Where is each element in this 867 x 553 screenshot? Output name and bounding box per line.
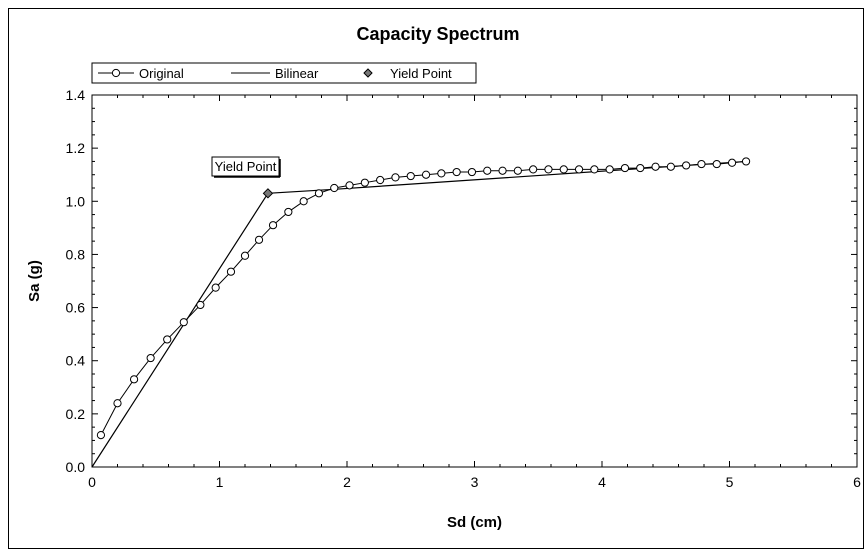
y-tick-label: 1.4 xyxy=(66,87,86,103)
legend-original-marker xyxy=(111,68,121,78)
original-point xyxy=(146,353,155,363)
original-point xyxy=(376,175,385,185)
bilinear-line xyxy=(91,160,747,468)
legend-original-label: Original xyxy=(139,66,184,81)
original-point xyxy=(179,318,188,327)
original-point xyxy=(574,165,584,174)
original-point xyxy=(636,163,645,173)
y-tick-label: 0.6 xyxy=(66,300,86,316)
original-point xyxy=(666,162,675,171)
original-point xyxy=(682,161,691,170)
y-tick-label: 0.4 xyxy=(66,353,86,369)
original-line xyxy=(100,160,747,436)
original-point xyxy=(605,165,614,174)
original-point xyxy=(406,171,415,181)
original-point xyxy=(129,375,139,384)
original-point xyxy=(314,189,324,198)
original-point xyxy=(254,235,264,244)
capacity-spectrum-chart: Capacity Spectrum 0 1 2 3 4 5 6 0.0 0.2 0.4 0.6 0.8 1… xyxy=(26,24,861,531)
x-axis-label: Sd (cm) xyxy=(447,514,502,531)
original-point xyxy=(211,283,220,292)
original-point xyxy=(360,178,369,187)
x-tick-label: 2 xyxy=(343,474,351,490)
yield-point-marker xyxy=(262,188,274,199)
legend-bilinear-label: Bilinear xyxy=(275,66,319,81)
chart-frame: Capacity Spectrum 0 1 2 3 4 5 6 0.0 0.2 0.4 0.6 0.8 1… xyxy=(8,8,864,549)
x-tick-label: 3 xyxy=(471,474,479,490)
original-point xyxy=(529,165,538,174)
original-point xyxy=(741,157,751,166)
y-tick-label: 0.8 xyxy=(66,246,86,262)
x-tick-label: 0 xyxy=(88,474,96,490)
original-point xyxy=(498,166,507,175)
original-point xyxy=(452,167,461,177)
original-point xyxy=(697,159,706,169)
original-point xyxy=(437,169,446,178)
original-point xyxy=(559,165,568,174)
original-point xyxy=(196,300,205,310)
original-point xyxy=(330,183,339,193)
original-point xyxy=(391,173,400,182)
original-point xyxy=(483,166,492,175)
original-point xyxy=(163,335,172,344)
x-tick-label: 4 xyxy=(598,474,606,490)
x-tick-label: 5 xyxy=(726,474,734,490)
x-tick-label: 1 xyxy=(216,474,224,490)
annotation-box xyxy=(211,156,280,177)
y-tick-label: 0.0 xyxy=(66,459,86,475)
y-tick-label: 1.2 xyxy=(66,140,86,156)
y-tick-label: 1.0 xyxy=(66,193,86,209)
original-point xyxy=(299,197,308,206)
chart-title: Capacity Spectrum xyxy=(356,24,519,44)
plot-area xyxy=(91,94,858,468)
y-axis-label: Sa (g) xyxy=(26,260,43,302)
legend-yield-marker xyxy=(363,68,373,78)
original-point xyxy=(96,431,106,440)
original-point xyxy=(113,399,122,408)
original-point xyxy=(421,170,431,179)
original-point xyxy=(590,165,599,174)
original-point xyxy=(651,162,660,171)
original-point xyxy=(467,167,477,177)
original-point xyxy=(345,181,354,190)
legend-box xyxy=(91,62,477,84)
x-tick-label: 6 xyxy=(853,474,861,490)
original-point xyxy=(240,251,250,260)
annotation-label: Yield Point xyxy=(215,159,277,174)
original-point xyxy=(268,221,278,230)
original-point xyxy=(544,165,553,174)
y-tick-label: 0.2 xyxy=(66,406,86,422)
original-point xyxy=(226,267,236,276)
original-point xyxy=(712,159,721,169)
original-point xyxy=(620,163,630,173)
legend-yield-label: Yield Point xyxy=(390,66,452,81)
original-point xyxy=(284,207,293,217)
original-point xyxy=(727,158,737,167)
original-point xyxy=(513,166,522,175)
